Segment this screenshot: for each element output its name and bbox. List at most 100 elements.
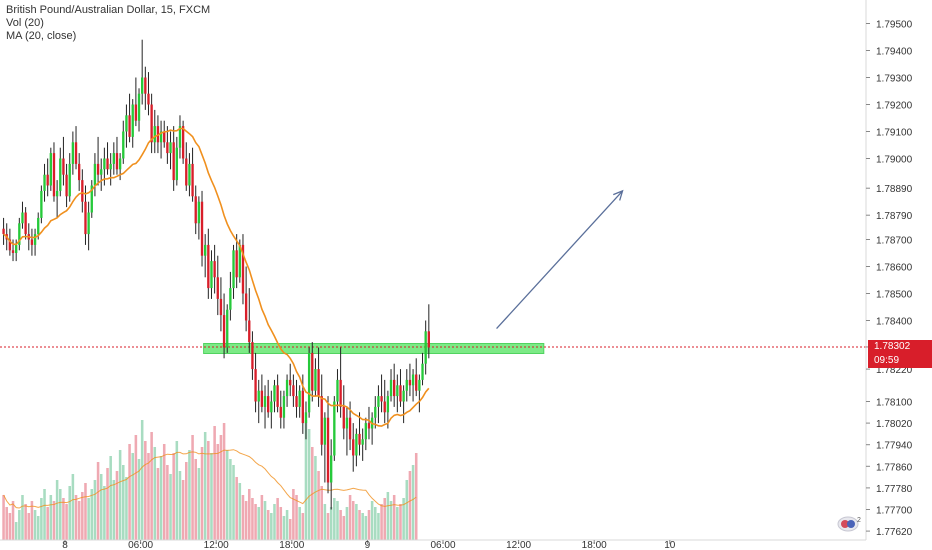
symbol-title[interactable]: British Pound/Australian Dollar, 15, FXC…	[6, 4, 211, 16]
volume-bar	[213, 426, 216, 540]
volume-bar	[166, 465, 169, 540]
candle-body	[33, 234, 37, 245]
volume-bar	[273, 504, 276, 540]
volume-bar	[203, 432, 207, 540]
candle	[147, 72, 150, 116]
volume-ma	[3, 449, 417, 509]
time-tick-label: 12:00	[506, 540, 531, 550]
candle-body	[169, 142, 172, 154]
candle	[355, 428, 358, 467]
volume-bar	[304, 420, 308, 540]
volume-bar	[118, 450, 122, 540]
volume-bar	[232, 465, 235, 540]
volume-bar	[175, 441, 179, 540]
candle	[18, 217, 21, 251]
candle	[163, 120, 166, 148]
candle-body	[235, 250, 238, 278]
candle-body	[109, 163, 112, 170]
volume-bar	[109, 456, 112, 540]
time-tick-label: 06:00	[430, 540, 455, 550]
candle	[49, 147, 52, 191]
volume-bar	[62, 498, 65, 540]
candle	[210, 250, 213, 299]
candle	[399, 369, 402, 407]
volume-bar	[342, 516, 346, 540]
candle-body	[367, 423, 371, 429]
candle-body	[128, 115, 131, 137]
candle-body	[267, 396, 270, 413]
volume-bar	[301, 513, 305, 540]
candle	[21, 201, 24, 229]
candle	[52, 142, 56, 202]
candle-body	[15, 244, 18, 253]
candle	[267, 379, 270, 418]
candle	[204, 234, 207, 278]
price-axis[interactable]: 1.79500 1.79400 1.79300 1.79200 1.79100 1.790…	[866, 20, 913, 539]
candle-body	[219, 298, 223, 316]
volume-bar	[106, 468, 109, 540]
candle-body	[78, 163, 81, 181]
candle-body	[254, 369, 257, 402]
volume-bar	[383, 498, 386, 540]
candle-body	[393, 379, 396, 397]
candle	[219, 277, 223, 332]
volume-bar	[90, 489, 94, 540]
ma-indicator-label[interactable]: MA (20, close)	[6, 30, 77, 42]
projection-arrow[interactable]	[496, 189, 624, 330]
candle	[188, 153, 191, 197]
volume-bar	[210, 453, 213, 540]
candle	[62, 136, 65, 186]
candle	[226, 304, 229, 353]
volume-indicator-label[interactable]: Vol (20)	[6, 17, 44, 29]
candle-body	[122, 131, 125, 159]
candle-body	[374, 406, 377, 418]
time-axis[interactable]: 8 06:00 12:00 18:00 9 06:00 12:00 18:00 10	[62, 540, 676, 550]
candle-body	[197, 201, 201, 224]
candle-body	[175, 147, 178, 181]
candle-body	[317, 369, 320, 397]
candle-body	[144, 77, 147, 94]
candle	[418, 374, 421, 413]
candle	[166, 126, 169, 164]
candle	[405, 369, 408, 402]
volume-bar	[355, 504, 358, 540]
candle-body	[241, 244, 245, 294]
candle-body	[323, 417, 327, 445]
volume-bar	[74, 495, 78, 540]
candle	[421, 352, 424, 386]
candle-body	[364, 423, 367, 440]
volume-bar	[219, 435, 223, 540]
candle	[159, 120, 163, 159]
tradingview-logo-icon[interactable]: 2	[837, 514, 863, 532]
candle-body	[166, 142, 169, 154]
candle-body	[178, 126, 182, 148]
volume-bar	[254, 504, 257, 540]
candle	[137, 88, 141, 132]
candle	[298, 385, 301, 418]
candle	[46, 158, 49, 197]
candle	[74, 126, 78, 170]
volume-bar	[411, 465, 415, 540]
candle	[282, 390, 286, 429]
price-tick-label: 1.77700	[876, 506, 913, 517]
candle-body	[311, 352, 314, 391]
volume-bar	[311, 447, 314, 540]
price-tick-label: 1.77620	[876, 527, 913, 538]
volume-bar	[162, 444, 166, 540]
candle	[292, 374, 295, 407]
volume-bar	[140, 420, 144, 540]
candle	[207, 228, 210, 299]
volume-bar	[172, 453, 175, 540]
price-tick-label: 1.79100	[876, 128, 913, 139]
candle	[59, 147, 62, 197]
volume-bar	[21, 495, 24, 540]
candle-body	[24, 212, 27, 235]
candle-body	[263, 396, 267, 407]
candle-body	[30, 239, 34, 245]
candle	[389, 369, 393, 402]
volume-bar	[185, 462, 188, 540]
candle	[424, 320, 427, 375]
candle-body	[43, 174, 46, 191]
candle	[30, 228, 34, 256]
